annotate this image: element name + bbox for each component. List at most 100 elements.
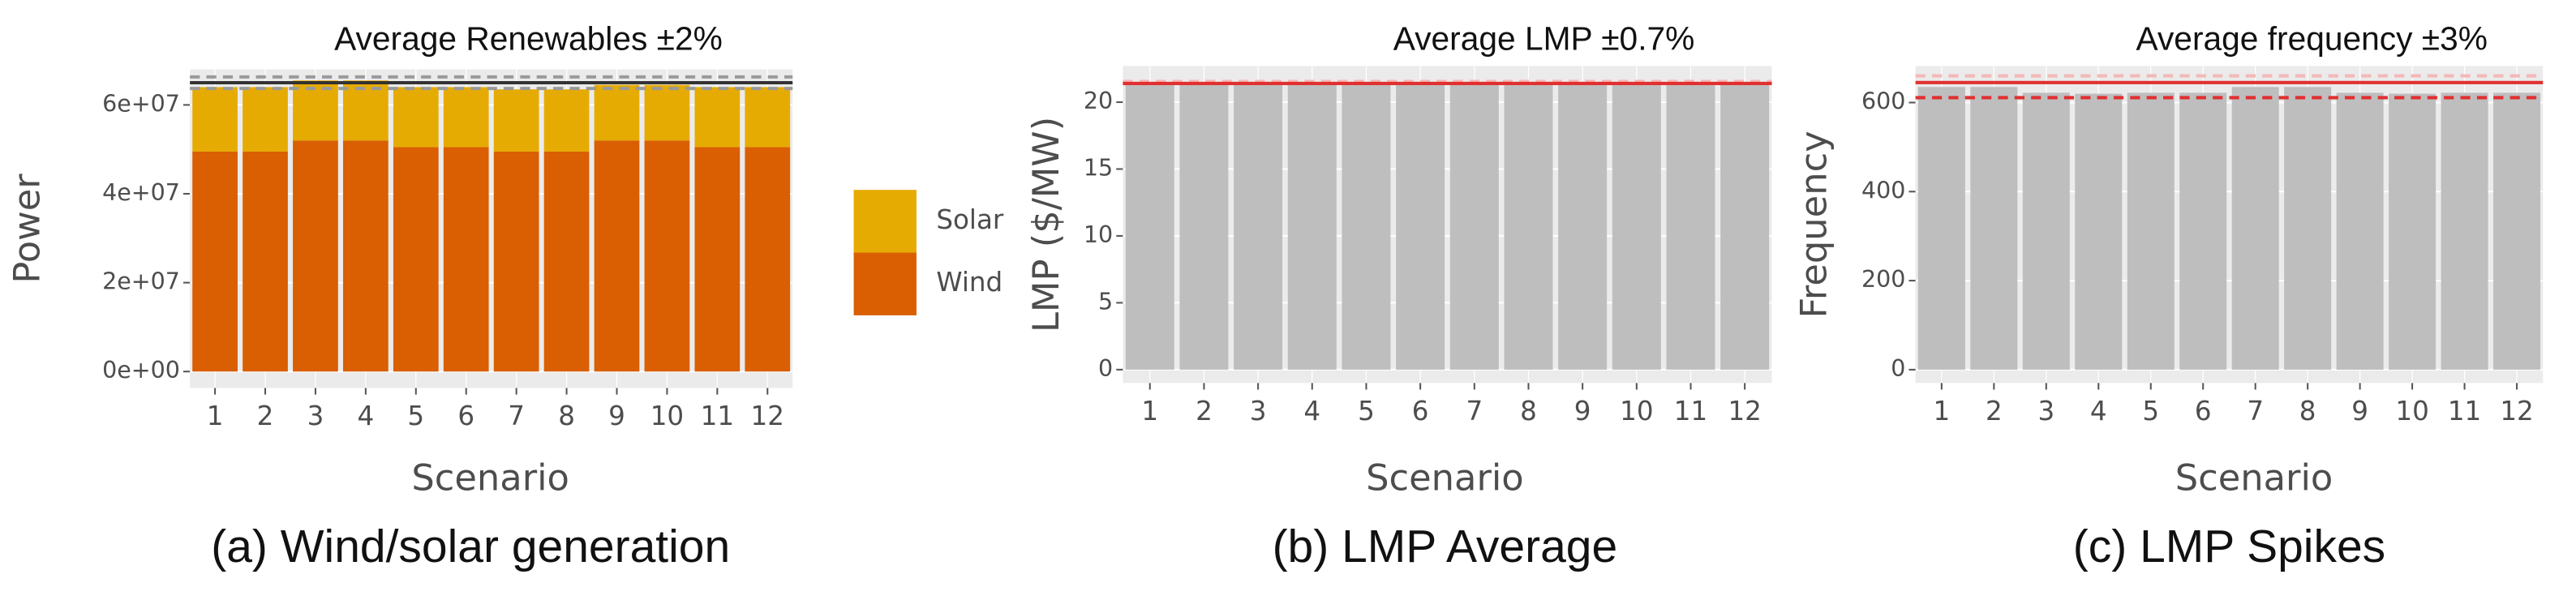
bar bbox=[393, 87, 439, 148]
y-tick-label: 0 bbox=[1098, 355, 1113, 382]
caption: (a) Wind/solar generation bbox=[211, 521, 730, 572]
x-tick-label: 1 bbox=[207, 401, 224, 431]
bar bbox=[443, 87, 489, 148]
y-tick-label: 15 bbox=[1084, 154, 1113, 181]
y-tick-label: 400 bbox=[1861, 177, 1905, 204]
bar bbox=[2022, 92, 2070, 370]
bar bbox=[493, 89, 539, 152]
bar bbox=[2284, 87, 2332, 370]
x-tick-label: 4 bbox=[1303, 396, 1320, 427]
bar bbox=[2336, 92, 2384, 370]
bar bbox=[644, 140, 690, 372]
chart-title: Average frequency ±3% bbox=[2136, 20, 2488, 58]
x-tick-label: 3 bbox=[2037, 396, 2054, 427]
bar bbox=[1234, 84, 1283, 370]
y-tick-label: 0e+00 bbox=[102, 357, 180, 384]
y-tick-label: 10 bbox=[1084, 221, 1113, 248]
legend-swatch bbox=[853, 190, 917, 253]
bar bbox=[293, 140, 338, 372]
y-tick-label: 200 bbox=[1861, 266, 1905, 293]
x-tick-label: 8 bbox=[1520, 396, 1537, 427]
y-axis-title: LMP ($/MW) bbox=[1024, 117, 1067, 332]
chart-title: Average Renewables ±2% bbox=[334, 20, 723, 58]
y-tick-label: 600 bbox=[1861, 88, 1905, 114]
x-tick-label: 10 bbox=[1620, 396, 1653, 427]
x-axis-title: Scenario bbox=[1366, 456, 1524, 499]
bar bbox=[1125, 83, 1174, 370]
bar bbox=[594, 140, 640, 372]
bar bbox=[1970, 87, 2018, 370]
bar bbox=[343, 80, 389, 141]
x-tick-label: 12 bbox=[2500, 396, 2533, 427]
bar bbox=[2179, 92, 2227, 370]
bar bbox=[393, 147, 439, 372]
x-tick-label: 7 bbox=[2247, 396, 2264, 427]
bar bbox=[543, 89, 590, 152]
panel bbox=[1915, 66, 2544, 384]
bar bbox=[2441, 92, 2488, 370]
x-tick-label: 1 bbox=[1141, 396, 1158, 427]
bar bbox=[493, 151, 539, 372]
x-tick-label: 4 bbox=[2090, 396, 2107, 427]
bar bbox=[1720, 83, 1770, 370]
x-tick-label: 6 bbox=[457, 401, 474, 431]
bar bbox=[644, 84, 690, 141]
bar bbox=[443, 147, 489, 372]
x-tick-label: 9 bbox=[608, 401, 625, 431]
x-tick-label: 9 bbox=[2351, 396, 2368, 427]
x-tick-label: 6 bbox=[1412, 396, 1429, 427]
caption: (b) LMP Average bbox=[1273, 521, 1618, 572]
legend-label: Solar bbox=[936, 204, 1004, 235]
y-tick-label: 6e+07 bbox=[102, 90, 180, 117]
bar bbox=[1504, 83, 1553, 370]
bar bbox=[1917, 87, 1965, 370]
x-tick-label: 11 bbox=[701, 401, 734, 431]
bar bbox=[2127, 92, 2175, 370]
panel bbox=[1123, 66, 1772, 384]
bar bbox=[1449, 83, 1499, 370]
x-tick-label: 2 bbox=[1196, 396, 1213, 427]
x-tick-label: 12 bbox=[751, 401, 784, 431]
x-axis-title: Scenario bbox=[2175, 456, 2333, 499]
x-tick-label: 7 bbox=[1466, 396, 1483, 427]
bar bbox=[745, 147, 791, 372]
bar bbox=[2389, 93, 2436, 370]
bar bbox=[1558, 83, 1608, 370]
x-tick-label: 6 bbox=[2195, 396, 2212, 427]
y-tick-label: 0 bbox=[1891, 355, 1905, 382]
bar bbox=[694, 147, 741, 372]
y-tick-label: 20 bbox=[1084, 88, 1113, 114]
y-axis-title: Frequency bbox=[1792, 131, 1835, 318]
bar bbox=[2493, 92, 2541, 370]
bar bbox=[243, 151, 288, 372]
x-axis-title: Scenario bbox=[411, 456, 569, 499]
legend-swatch bbox=[853, 252, 917, 315]
x-tick-label: 8 bbox=[2299, 396, 2316, 427]
x-tick-label: 2 bbox=[257, 401, 274, 431]
bar bbox=[694, 87, 741, 148]
x-tick-label: 5 bbox=[2142, 396, 2159, 427]
bar bbox=[594, 84, 640, 141]
bar bbox=[343, 140, 389, 372]
chart-title: Average LMP ±0.7% bbox=[1393, 20, 1695, 58]
x-tick-label: 5 bbox=[1358, 396, 1375, 427]
bar bbox=[1287, 83, 1337, 370]
y-tick-label: 2e+07 bbox=[102, 268, 180, 295]
bar bbox=[1396, 83, 1445, 370]
bar bbox=[543, 151, 590, 372]
bar bbox=[1179, 83, 1229, 370]
x-tick-label: 4 bbox=[358, 401, 375, 431]
bar bbox=[745, 87, 791, 148]
bar bbox=[293, 80, 338, 141]
x-tick-label: 2 bbox=[1986, 396, 2003, 427]
x-tick-label: 9 bbox=[1574, 396, 1591, 427]
bar bbox=[192, 87, 238, 152]
x-tick-label: 10 bbox=[2395, 396, 2428, 427]
x-tick-label: 8 bbox=[558, 401, 575, 431]
bar bbox=[1342, 83, 1391, 370]
panel bbox=[190, 69, 793, 388]
x-tick-label: 3 bbox=[307, 401, 324, 431]
bar bbox=[1666, 83, 1715, 370]
